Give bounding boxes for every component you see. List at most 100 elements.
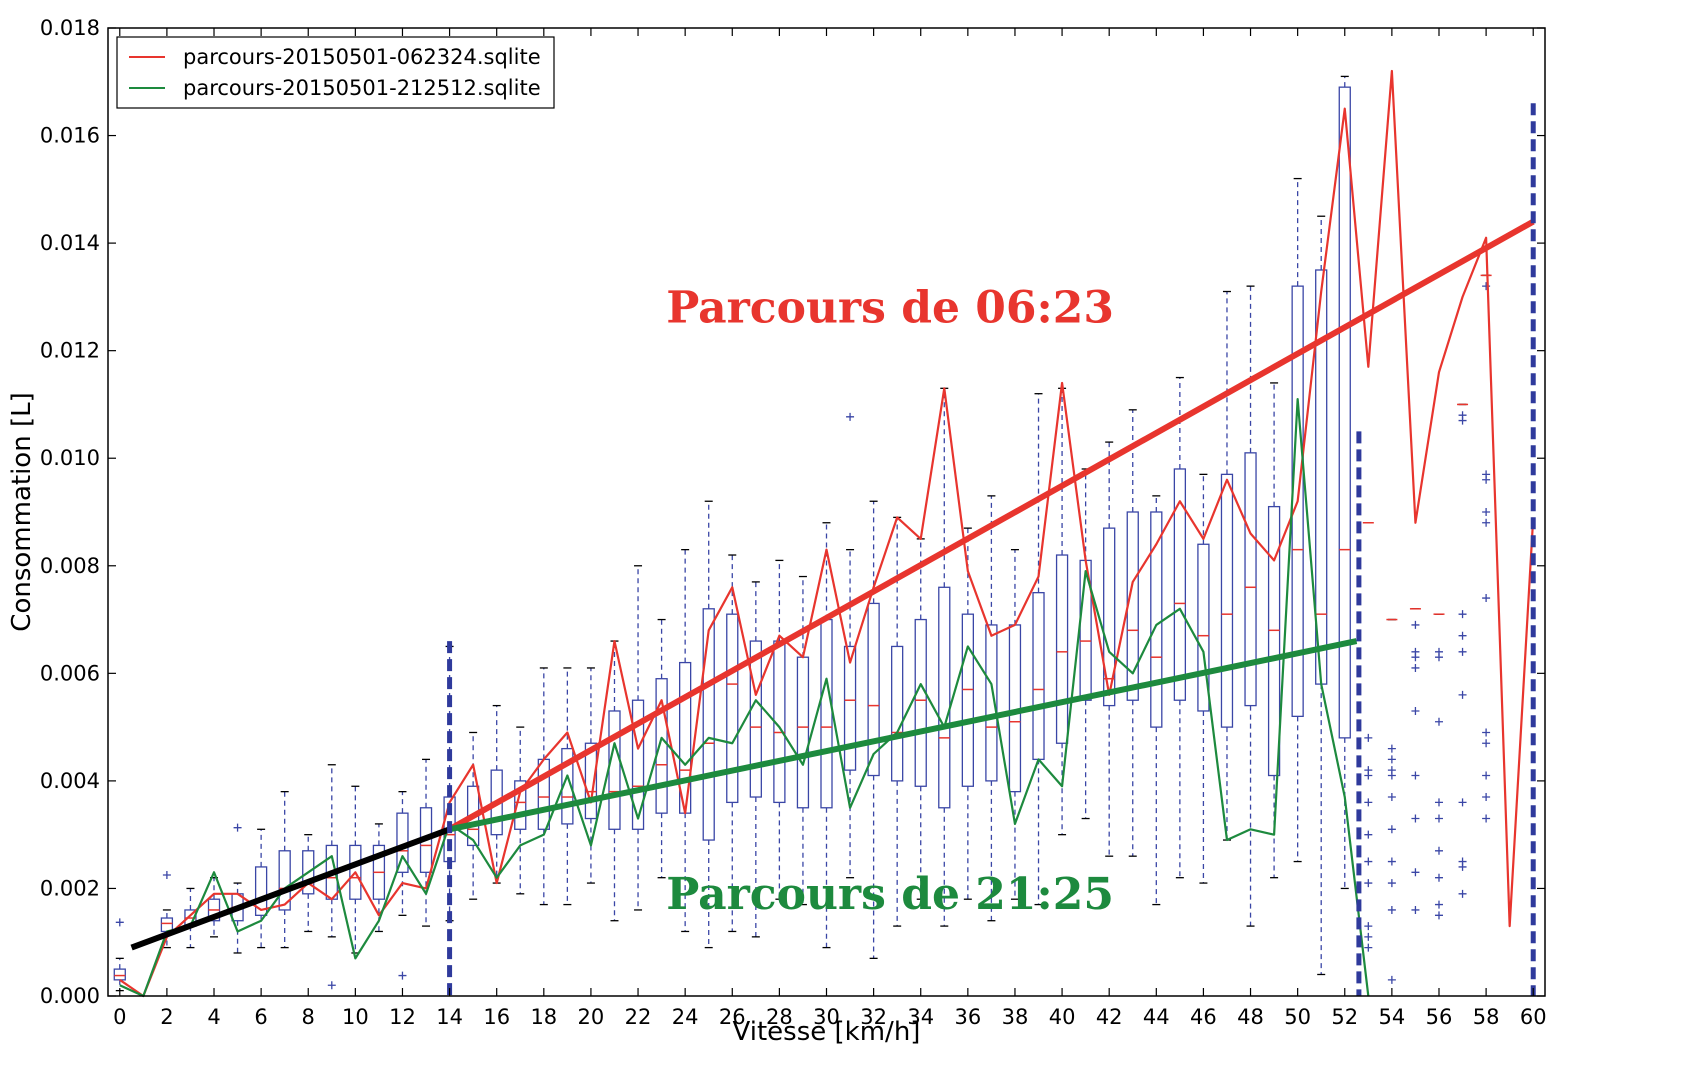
box-x29: [796, 575, 810, 906]
outlier-point: [1482, 594, 1491, 603]
box-body: [1150, 511, 1163, 728]
y-tick-label: 0.008: [40, 554, 100, 578]
outlier-point: [1411, 771, 1420, 780]
y-tick-label: 0.010: [40, 446, 100, 470]
x-tick-label: 52: [1331, 1005, 1358, 1029]
outlier-point: [1364, 857, 1373, 866]
box-body: [302, 850, 315, 895]
outlier-point: [1482, 728, 1491, 737]
outlier-point: [1411, 905, 1420, 914]
box-x26: [726, 554, 739, 933]
outlier-point: [162, 871, 171, 879]
annotation-red: Parcours de 06:23: [666, 283, 1114, 334]
x-tick-label: 20: [578, 1005, 605, 1029]
box-x28: [773, 559, 786, 900]
y-tick-label: 0.012: [40, 339, 100, 363]
outlier-point: [1387, 744, 1396, 753]
outlier-point: [1364, 798, 1373, 807]
box-body: [349, 844, 362, 900]
legend-label-green: parcours-20150501-212512.sqlite: [183, 76, 541, 100]
outlier-point: [1458, 862, 1467, 871]
box-x45: [1173, 376, 1187, 879]
outlier-point: [1387, 771, 1396, 780]
box-body: [702, 608, 715, 841]
series-line-green: [119, 397, 1370, 998]
box-x37: [985, 495, 998, 922]
outlier-point: [1434, 653, 1443, 662]
box-body: [796, 656, 810, 809]
outlier-point: [1434, 814, 1443, 823]
fit-line-green: [448, 638, 1358, 833]
box-x55: [1409, 608, 1421, 914]
outlier-point: [1458, 610, 1467, 619]
box-x38: [1008, 548, 1022, 900]
y-tick-label: 0.014: [40, 231, 100, 255]
x-tick-label: 40: [1049, 1005, 1076, 1029]
box-body: [1032, 592, 1045, 761]
x-tick-label: 30: [813, 1005, 840, 1029]
box-body: [584, 742, 598, 820]
y-axis-title: Consommation [L]: [7, 392, 37, 631]
box-body: [914, 618, 927, 787]
box-x41: [1079, 468, 1092, 820]
box-body: [1220, 473, 1234, 728]
outlier-point: [1482, 793, 1491, 802]
box-x11: [372, 823, 386, 933]
outlier-point: [1434, 798, 1443, 807]
outlier-point: [1411, 663, 1420, 672]
box-x46: [1197, 473, 1210, 884]
box-x32: [867, 500, 880, 960]
outlier-point: [233, 823, 242, 832]
outlier-point: [1411, 706, 1420, 715]
x-tick-label: 18: [530, 1005, 557, 1029]
box-body: [278, 850, 291, 911]
box-x44: [1150, 495, 1163, 906]
legend-box: [116, 36, 555, 109]
x-tick-label: 34: [907, 1005, 934, 1029]
box-body: [843, 645, 857, 771]
outlier-point: [1387, 857, 1396, 866]
box-body: [254, 866, 268, 916]
fit-line-black: [130, 826, 451, 951]
legend-label-red: parcours-20150501-062324.sqlite: [183, 45, 541, 69]
outlier-point: [1364, 771, 1373, 780]
x-tick-label: 8: [302, 1005, 315, 1029]
outlier-point: [1482, 739, 1491, 748]
outlier-point: [1364, 922, 1373, 931]
box-x16: [490, 704, 503, 884]
outlier-point: [1458, 631, 1467, 640]
box-x10: [349, 785, 362, 954]
legend: parcours-20150501-062324.sqlite parcours…: [116, 36, 555, 109]
box-body: [655, 678, 668, 814]
box-body: [961, 613, 974, 787]
box-x49: [1267, 382, 1281, 879]
y-tick-label: 0.016: [40, 124, 100, 148]
box-body: [561, 747, 574, 825]
axis-ticks: 0 2 4 6 8 10 12 14 16 18 20 22 24 26 28 30 32 34 36 38 40 42 4…: [40, 16, 1547, 1029]
outlier-point: [1458, 889, 1467, 898]
box-x43: [1126, 409, 1139, 857]
box-x31: [843, 412, 857, 879]
box-body: [1055, 554, 1069, 744]
box-x48: [1244, 285, 1257, 927]
x-tick-label: 54: [1379, 1005, 1406, 1029]
box-x13: [419, 758, 433, 927]
outlier-point: [327, 981, 336, 990]
x-tick-label: 46: [1190, 1005, 1217, 1029]
x-tick-label: 16: [483, 1005, 510, 1029]
outlier-point: [1434, 846, 1443, 855]
box-body: [1173, 468, 1187, 701]
plot-area: [113, 69, 1536, 998]
outlier-point: [1387, 975, 1396, 984]
outlier-point: [1364, 830, 1373, 839]
box-body: [160, 917, 174, 933]
outlier-point: [1364, 932, 1373, 941]
box-body: [1267, 505, 1281, 777]
box-x27: [749, 581, 762, 938]
x-tick-label: 50: [1284, 1005, 1311, 1029]
x-tick-label: 60: [1520, 1005, 1547, 1029]
x-tick-label: 24: [672, 1005, 699, 1029]
outlier-point: [1458, 798, 1467, 807]
box-x22: [631, 565, 645, 911]
